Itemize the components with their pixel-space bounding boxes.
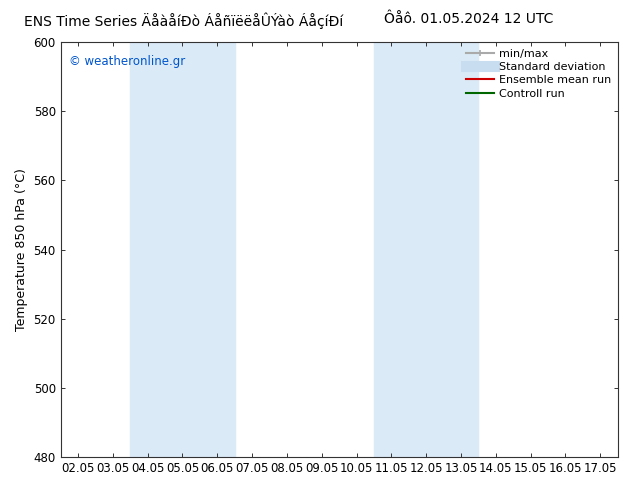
Bar — [374, 42, 479, 457]
Bar — [130, 42, 235, 457]
Text: ENS Time Series ÄåàåíÐò ÁåñïëëåÛÝàò ÁåçíÐí: ENS Time Series ÄåàåíÐò ÁåñïëëåÛÝàò Áåçí… — [24, 12, 344, 29]
Text: © weatheronline.gr: © weatheronline.gr — [69, 54, 185, 68]
Text: Ôåô. 01.05.2024 12 UTC: Ôåô. 01.05.2024 12 UTC — [384, 12, 554, 26]
Legend: min/max, Standard deviation, Ensemble mean run, Controll run: min/max, Standard deviation, Ensemble me… — [462, 44, 616, 103]
Y-axis label: Temperature 850 hPa (°C): Temperature 850 hPa (°C) — [15, 168, 28, 331]
